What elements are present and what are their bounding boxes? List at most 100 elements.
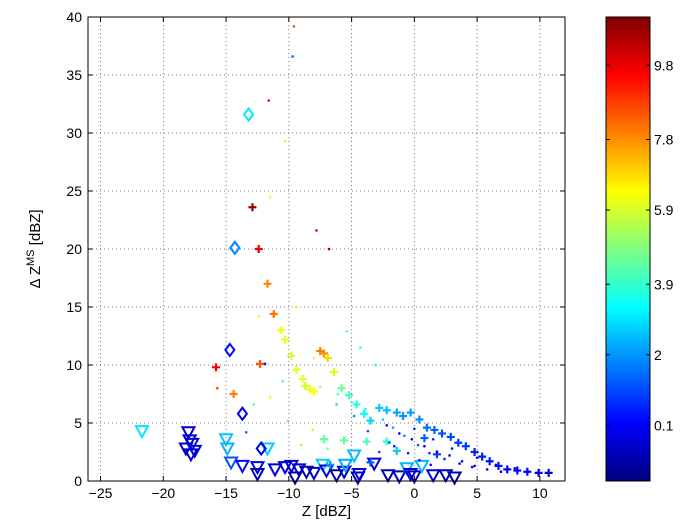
y-tick-label: 20 [66, 241, 82, 257]
dot-marker [326, 447, 330, 450]
triangle-marker [337, 458, 354, 473]
plus-marker [345, 391, 354, 400]
plus-marker [340, 436, 349, 445]
dot-marker [429, 463, 432, 467]
plus-marker [248, 203, 257, 212]
dot-marker [473, 464, 476, 468]
dot-marker [385, 424, 389, 427]
plus-marker [319, 349, 328, 358]
plus-marker [446, 432, 455, 441]
dot-marker [413, 427, 416, 431]
dot-marker [374, 363, 377, 367]
triangle-marker [438, 469, 454, 484]
dot-marker [292, 24, 296, 28]
diamond-marker [224, 342, 236, 358]
plus-marker [309, 387, 318, 396]
plus-marker [485, 457, 494, 466]
triangle-marker [287, 471, 303, 486]
dot-marker [475, 456, 479, 460]
dot-marker [410, 437, 414, 441]
dot-marker [485, 468, 489, 471]
dot-marker [267, 99, 271, 102]
plus-marker [292, 365, 301, 374]
triangle-marker [267, 463, 283, 478]
y-axis-label-sup: MS [25, 249, 37, 266]
dot-marker [281, 379, 284, 383]
plus-marker [382, 406, 391, 415]
dot-marker [460, 459, 464, 463]
dot-marker [398, 432, 401, 435]
plus-marker [330, 367, 339, 376]
dot-marker [428, 451, 431, 455]
plus-marker [212, 363, 221, 372]
plus-marker [454, 438, 463, 447]
dot-marker [403, 434, 406, 438]
plus-marker [362, 437, 371, 446]
y-tick-label: 0 [74, 473, 82, 489]
triangle-marker [219, 442, 236, 457]
triangle-marker [234, 459, 251, 475]
plus-marker [461, 442, 470, 451]
triangle-marker [402, 468, 419, 483]
dot-marker [244, 430, 248, 434]
dot-marker [252, 403, 255, 406]
triangle-marker [134, 425, 150, 440]
dot-marker [392, 444, 396, 448]
plus-marker [281, 335, 290, 344]
dot-marker [268, 195, 272, 199]
y-axis-label-prefix: Δ Z [27, 266, 44, 289]
y-axis-label: Δ ZMS [dBZ] [25, 209, 44, 288]
dot-marker [257, 314, 261, 318]
colorbar-tick-label: 0.1 [654, 417, 674, 433]
y-tick-label: 10 [66, 357, 82, 373]
dot-marker [352, 414, 356, 418]
triangle-marker [391, 470, 407, 485]
diamond-marker [255, 440, 267, 457]
dot-marker [418, 458, 421, 462]
triangle-marker [249, 461, 266, 476]
plus-marker [470, 448, 479, 456]
dot-marker [263, 362, 267, 366]
dot-marker [318, 385, 322, 389]
dot-marker [499, 470, 503, 474]
plus-marker [503, 465, 512, 474]
dot-marker [391, 426, 395, 429]
plus-marker [337, 384, 346, 393]
x-tick-label: 5 [473, 485, 481, 501]
x-tick-label: −10 [277, 485, 301, 501]
plus-marker [375, 403, 384, 412]
plus-marker [301, 381, 310, 390]
diamond-marker [242, 106, 255, 123]
triangle-marker [218, 433, 234, 448]
y-tick-label: 5 [74, 415, 82, 431]
dot-marker [381, 418, 385, 421]
triangle-marker [180, 426, 197, 441]
plus-marker [420, 434, 429, 443]
dot-marker [364, 407, 367, 411]
plus-marker [478, 452, 487, 461]
dot-marker [494, 463, 498, 467]
plus-marker [255, 359, 264, 368]
dot-marker [300, 443, 303, 447]
dot-marker [377, 450, 381, 454]
x-tick-label: −5 [344, 485, 360, 501]
data-points [134, 24, 553, 486]
y-tick-label: 25 [66, 183, 82, 199]
plot-frame [87, 16, 566, 482]
colorbar-tick-label: 7.8 [654, 131, 674, 147]
y-tick-label: 40 [66, 9, 82, 25]
dot-marker [406, 451, 410, 455]
triangle-marker [425, 469, 441, 484]
triangle-marker [406, 470, 423, 485]
x-tick-label: −15 [214, 485, 238, 501]
colorbar-tick-label: 5.9 [654, 202, 674, 218]
dot-marker [295, 305, 298, 309]
dot-marker [291, 55, 294, 58]
plus-marker [352, 400, 361, 409]
diamond-marker [229, 240, 241, 256]
x-tick-label: −20 [151, 485, 175, 501]
colorbar-tick-label: 2 [654, 347, 662, 363]
plus-marker [263, 279, 272, 288]
x-tick-label: 10 [532, 485, 548, 501]
